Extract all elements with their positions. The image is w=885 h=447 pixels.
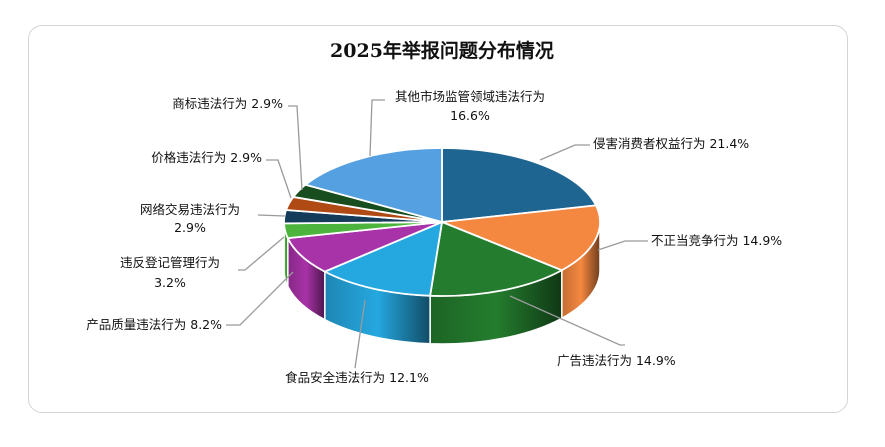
pie-slice	[303, 147, 443, 224]
pie-slice	[441, 204, 601, 272]
slice-label: 16.6%	[450, 108, 490, 123]
slice-label: 其他市场监管领域违法行为	[395, 89, 545, 104]
leader-line	[266, 159, 292, 199]
slice-label: 商标违法行为 2.9%	[172, 96, 283, 111]
slice-label: 侵害消费者权益行为 21.4%	[593, 136, 749, 151]
leader-line	[539, 144, 590, 161]
pie-slice	[322, 220, 444, 297]
leader-line	[288, 105, 303, 191]
leader-line	[238, 236, 285, 271]
pie-slice	[441, 147, 598, 224]
leader-line	[257, 214, 286, 217]
slice-label: 产品质量违法行为 8.2%	[86, 317, 222, 332]
slice-label: 3.2%	[154, 275, 186, 290]
leader-line	[369, 99, 385, 157]
leader-line	[226, 271, 294, 326]
slice-label: 广告违法行为 14.9%	[557, 353, 676, 368]
leader-line	[509, 295, 625, 346]
slice-label: 2.9%	[174, 220, 206, 235]
slice-label: 价格违法行为 2.9%	[151, 150, 262, 165]
slice-label: 不正当竞争行为 14.9%	[651, 233, 782, 248]
pie-slice	[429, 220, 564, 297]
slice-label: 网络交易违法行为	[140, 202, 240, 217]
leader-line	[354, 299, 366, 369]
leader-line	[597, 240, 648, 251]
slice-label: 食品安全违法行为 12.1%	[285, 370, 429, 385]
chart-title: 2025年举报问题分布情况	[330, 39, 554, 62]
slice-label: 违反登记管理行为	[120, 255, 220, 270]
